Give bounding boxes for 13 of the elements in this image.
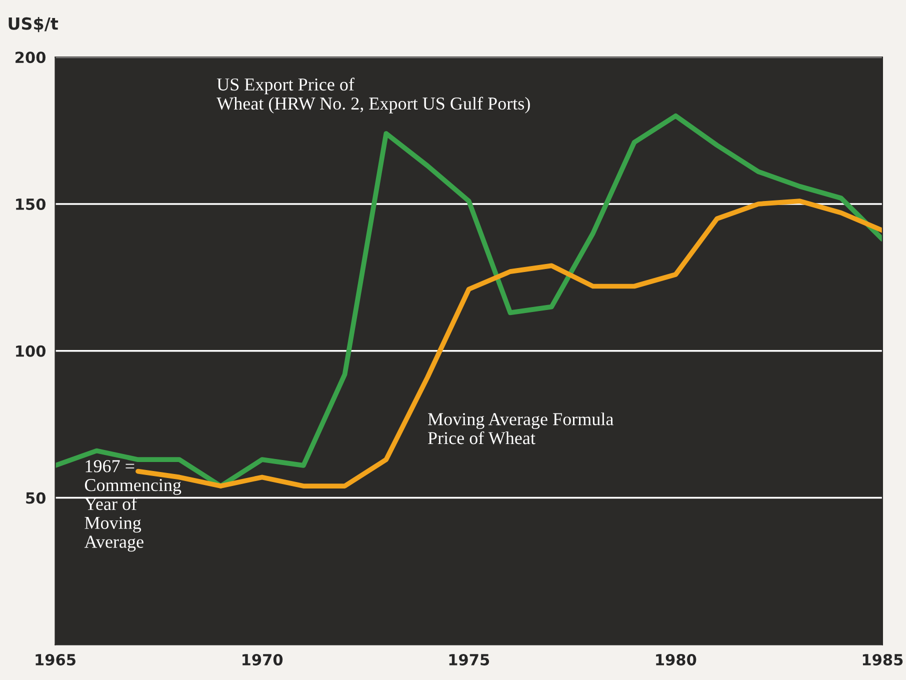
x-tick-label: 1985	[862, 654, 903, 666]
y-tick-label: 150	[16, 198, 46, 210]
annotation: 1967 = Commencing Year of Moving Average	[84, 460, 182, 552]
x-tick-label: 1970	[242, 654, 283, 666]
x-tick-label: 1980	[656, 654, 696, 666]
series-label: Moving Average Formula Price of Wheat	[428, 412, 614, 444]
x-tick-label: 1965	[36, 654, 76, 666]
y-tick-label: 50	[26, 492, 46, 504]
y-axis-title: US$/t	[8, 17, 58, 32]
text: US Export Price of Wheat (HRW No. 2, Export US Gulf Ports)	[216, 78, 530, 114]
y-tick-label: 100	[16, 345, 46, 357]
y-tick-label: 200	[16, 52, 46, 64]
x-tick-label: 1975	[449, 654, 490, 666]
